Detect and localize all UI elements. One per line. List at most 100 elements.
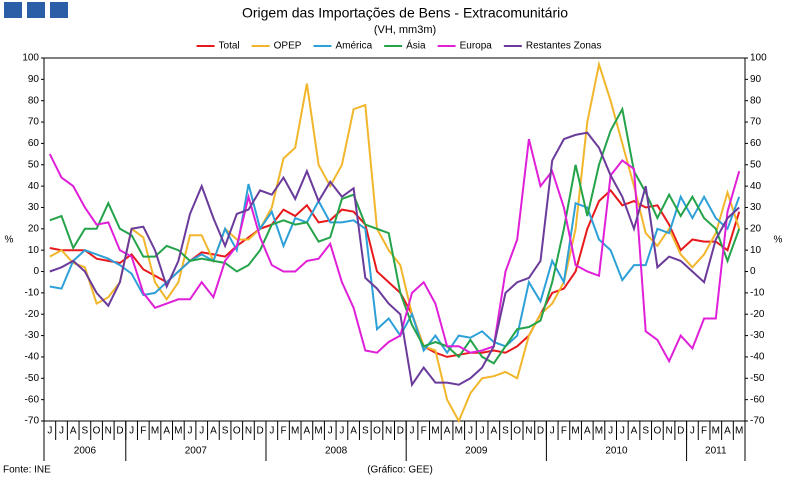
x-tick-label: M: [571, 426, 579, 437]
x-tick-label: J: [480, 426, 485, 437]
x-tick-label: A: [724, 426, 731, 437]
x-tick-label: A: [350, 426, 357, 437]
x-tick-label: N: [665, 426, 672, 437]
x-tick-label: F: [701, 426, 707, 437]
y-tick-label: -10: [25, 288, 40, 299]
y2-tick-label: 50: [750, 159, 762, 170]
x-tick-label: J: [59, 426, 64, 437]
y-tick-label: 0: [33, 266, 39, 277]
x-tick-label: O: [513, 426, 521, 437]
legend-label: Ásia: [406, 39, 426, 52]
legend-label: Total: [219, 41, 240, 52]
y-tick-label: -30: [25, 330, 40, 341]
source: Fonte: INE: [3, 465, 51, 476]
x-tick-label: J: [339, 426, 344, 437]
y2-tick-label: 30: [750, 202, 762, 213]
year-label: 2010: [605, 446, 628, 457]
x-tick-label: J: [468, 426, 473, 437]
series-line: [48, 138, 741, 364]
x-tick-label: J: [620, 426, 625, 437]
x-tick-label: A: [210, 426, 217, 437]
series-line: [49, 131, 740, 388]
credit: (Gráfico: GEE): [367, 465, 433, 476]
y2-tick-label: 60: [750, 138, 762, 149]
y2-tick-label: 20: [750, 223, 762, 234]
x-tick-label: S: [642, 426, 649, 437]
x-tick-label: A: [304, 426, 311, 437]
y-tick-label: 30: [28, 202, 40, 213]
y2-tick-label: 70: [750, 117, 762, 128]
x-tick-label: J: [47, 426, 52, 437]
x-tick-label: M: [291, 426, 299, 437]
y2-tick-label: 10: [750, 245, 762, 256]
legend-label: OPEP: [274, 41, 302, 52]
y-tick-label: 80: [28, 95, 40, 106]
x-tick-label: M: [314, 426, 322, 437]
y-tick-label: -20: [25, 309, 40, 320]
y-tick-label: 20: [28, 223, 40, 234]
y2-tick-label: -40: [750, 352, 765, 363]
legend-label: América: [335, 41, 372, 52]
year-label: 2006: [74, 446, 97, 457]
x-tick-label: M: [735, 426, 743, 437]
year-label: 2007: [185, 446, 208, 457]
x-tick-label: S: [222, 426, 229, 437]
x-tick-label: M: [174, 426, 182, 437]
y2-tick-label: 100: [750, 53, 767, 64]
series-line: [49, 183, 741, 355]
x-tick-label: J: [269, 426, 274, 437]
x-tick-label: M: [712, 426, 720, 437]
x-tick-label: D: [257, 426, 264, 437]
y-tick-label: 90: [28, 74, 40, 85]
x-tick-label: A: [444, 426, 451, 437]
x-tick-label: F: [140, 426, 146, 437]
x-tick-label: O: [653, 426, 661, 437]
x-tick-label: D: [677, 426, 684, 437]
y-tick-label: 40: [28, 181, 40, 192]
x-tick-label: D: [397, 426, 404, 437]
x-tick-label: A: [584, 426, 591, 437]
x-tick-label: A: [631, 426, 638, 437]
x-tick-label: J: [199, 426, 204, 437]
x-tick-label: J: [410, 426, 415, 437]
x-tick-label: F: [421, 426, 427, 437]
x-tick-label: J: [188, 426, 193, 437]
x-tick-label: O: [233, 426, 241, 437]
y2-tick-label: -30: [750, 330, 765, 341]
y2-tick-label: -70: [750, 416, 765, 427]
x-tick-label: J: [550, 426, 555, 437]
x-tick-label: M: [595, 426, 603, 437]
x-tick-label: J: [608, 426, 613, 437]
x-tick-label: N: [525, 426, 532, 437]
y2-tick-label: -20: [750, 309, 765, 320]
x-tick-label: F: [561, 426, 567, 437]
logo-block: [27, 2, 45, 18]
y-tick-label: 50: [28, 159, 40, 170]
x-tick-label: S: [82, 426, 89, 437]
x-tick-label: D: [537, 426, 544, 437]
x-tick-label: N: [245, 426, 252, 437]
x-tick-label: M: [431, 426, 439, 437]
x-tick-label: S: [502, 426, 509, 437]
y2-tick-label: -10: [750, 288, 765, 299]
y2-tick-label: 80: [750, 95, 762, 106]
y-tick-label: -70: [25, 416, 40, 427]
y-tick-label: 70: [28, 117, 40, 128]
x-tick-label: N: [385, 426, 392, 437]
y-tick-label: -60: [25, 394, 40, 405]
x-tick-label: M: [151, 426, 159, 437]
y2-axis-label: %: [774, 235, 783, 246]
year-label: 2011: [705, 446, 727, 457]
series-line: [49, 106, 741, 365]
x-tick-label: N: [105, 426, 112, 437]
x-tick-label: J: [328, 426, 333, 437]
x-tick-label: S: [362, 426, 369, 437]
y-tick-label: -50: [25, 373, 40, 384]
x-tick-label: J: [690, 426, 695, 437]
y-tick-label: 10: [28, 245, 40, 256]
y2-tick-label: 0: [750, 266, 756, 277]
chart-subtitle: (VH, mm3m): [374, 24, 436, 36]
y2-tick-label: 90: [750, 74, 762, 85]
